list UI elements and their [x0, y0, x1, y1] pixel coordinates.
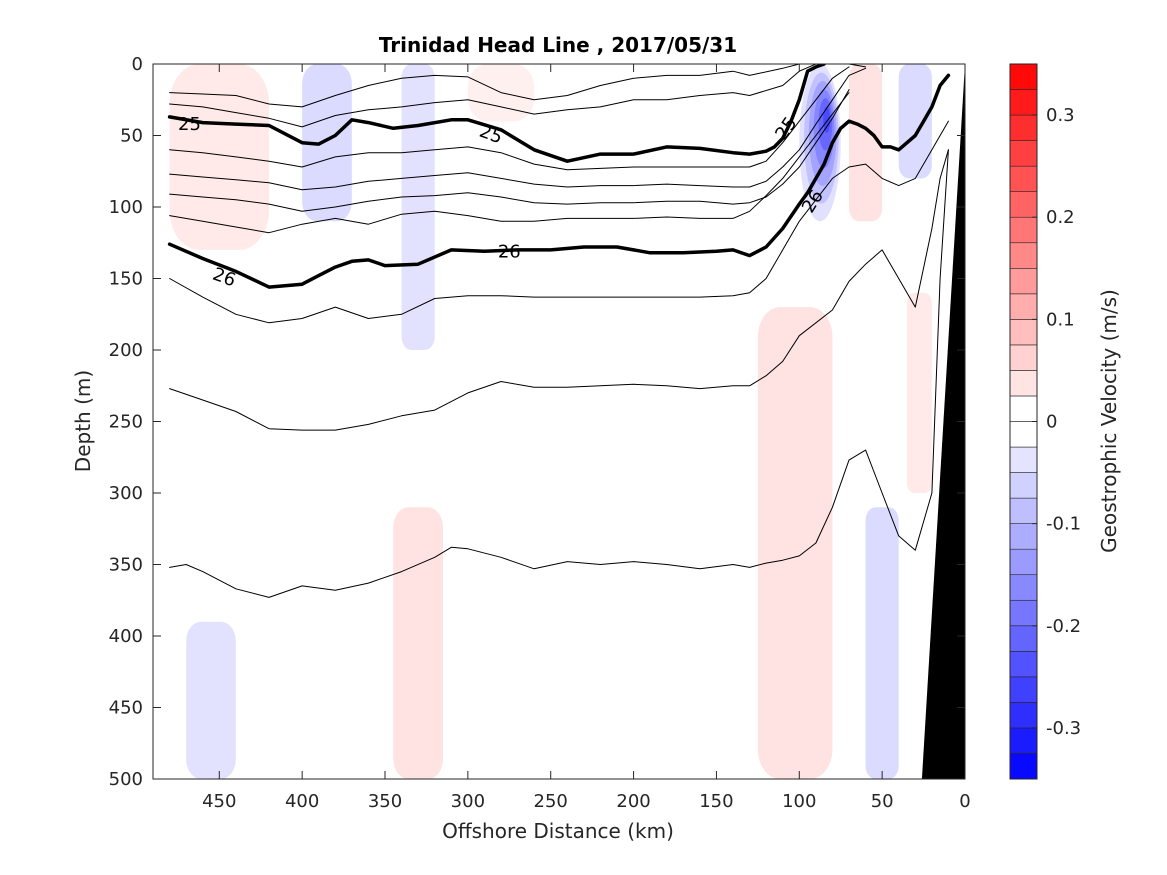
colorbar-level — [1009, 753, 1038, 780]
colorbar-tick-label: 0.1 — [1046, 309, 1075, 330]
velocity-patch — [898, 64, 932, 179]
colorbar-level — [1009, 574, 1038, 601]
velocity-patch — [186, 621, 236, 779]
colorbar-tick-label: 0 — [1046, 412, 1057, 433]
y-tick-label: 150 — [109, 269, 143, 290]
velocity-patch — [849, 64, 883, 222]
colorbar-level — [1009, 727, 1038, 754]
x-tick-label: 150 — [699, 791, 733, 812]
velocity-patch — [302, 64, 352, 222]
x-tick-label: 50 — [871, 791, 894, 812]
x-tick-label: 0 — [959, 791, 970, 812]
x-tick-label: 400 — [285, 791, 319, 812]
velocity-patch — [401, 64, 435, 350]
colorbar-level — [1009, 523, 1038, 550]
colorbar-tick-label: -0.1 — [1046, 514, 1081, 535]
colorbar-level — [1009, 191, 1038, 218]
colorbar-level — [1009, 319, 1038, 346]
velocity-patch — [907, 292, 932, 493]
x-tick-label: 200 — [616, 791, 650, 812]
x-tick-label: 350 — [368, 791, 402, 812]
contour-mid-2 — [169, 67, 867, 191]
velocity-patch — [393, 507, 443, 779]
x-tick-label: 450 — [202, 791, 236, 812]
colorbar-level — [1009, 242, 1038, 269]
colorbar-level — [1009, 63, 1038, 90]
velocity-patch — [865, 507, 899, 779]
colorbar-level — [1009, 599, 1038, 627]
y-tick-label: 500 — [109, 769, 143, 790]
velocity-patch — [169, 64, 269, 250]
colorbar-tick-label: 0.2 — [1046, 207, 1075, 228]
colorbar-level — [1009, 497, 1038, 524]
x-tick-label: 100 — [782, 791, 816, 812]
colorbar-tick-label: -0.2 — [1046, 616, 1081, 637]
y-tick-label: 300 — [109, 483, 143, 504]
velocity-field — [169, 64, 932, 779]
y-tick-label: 50 — [120, 126, 143, 147]
velocity-patch — [757, 307, 833, 779]
contour-upper-1 — [169, 64, 833, 108]
colorbar-level — [1009, 216, 1038, 244]
land-mask — [921, 64, 965, 779]
y-tick-label: 200 — [109, 340, 143, 361]
colorbar-level — [1009, 89, 1038, 116]
colorbar-level — [1009, 446, 1038, 473]
isopycnal-contours — [167, 64, 951, 598]
colorbar-level — [1009, 421, 1038, 448]
colorbar-ticks: 0.3 0.2 0.1 0 -0.1 -0.2 -0.3 — [1032, 105, 1081, 739]
x-axis: 450 400 350 300 250 200 150 100 50 0 — [202, 64, 971, 812]
contour-sigma-25 — [167, 64, 826, 163]
y-tick-label: 350 — [109, 555, 143, 576]
chart-title: Trinidad Head Line , 2017/05/31 — [379, 33, 737, 57]
x-tick-label: 300 — [451, 791, 485, 812]
colorbar-tick-label: -0.3 — [1046, 718, 1081, 739]
y-axis-label: Depth (m) — [71, 370, 95, 472]
colorbar-level — [1009, 370, 1038, 397]
colorbar-level — [1009, 625, 1038, 652]
colorbar-level — [1009, 702, 1038, 729]
colorbar-level — [1009, 344, 1038, 371]
y-tick-label: 250 — [109, 412, 143, 433]
contour-deep-3 — [169, 149, 949, 598]
contour-deep-2 — [169, 149, 949, 431]
contour-mid-1 — [169, 66, 850, 171]
colorbar-level — [1009, 548, 1038, 576]
colorbar-level — [1009, 293, 1038, 320]
contour-deep-1 — [169, 120, 949, 324]
colorbar-level — [1009, 472, 1038, 499]
y-tick-label: 450 — [109, 698, 143, 719]
colorbar-level — [1009, 114, 1038, 141]
contour-mid-4 — [169, 92, 850, 234]
y-tick-label: 0 — [132, 54, 143, 75]
colorbar-level — [1009, 676, 1038, 703]
y-tick-label: 400 — [109, 626, 143, 647]
contour-mid-3 — [169, 89, 850, 212]
contour-label: 25 — [178, 114, 201, 135]
x-tick-label: 250 — [534, 791, 568, 812]
y-tick-label: 100 — [109, 197, 143, 218]
colorbar-level — [1009, 395, 1038, 422]
colorbar-level — [1009, 165, 1038, 192]
colorbar-level — [1009, 267, 1038, 295]
contour-label: 26 — [498, 241, 521, 262]
colorbar-tick-label: 0.3 — [1046, 105, 1075, 126]
colorbar-label: Geostrophic Velocity (m/s) — [1097, 289, 1121, 553]
contour-sigma-26 — [167, 73, 951, 289]
velocity-patch — [823, 106, 831, 133]
colorbar-level — [1009, 140, 1038, 167]
colorbar-level — [1009, 651, 1038, 678]
y-axis: 0 50 100 150 200 250 300 350 400 450 500 — [109, 54, 965, 790]
x-axis-label: Offshore Distance (km) — [442, 819, 674, 843]
